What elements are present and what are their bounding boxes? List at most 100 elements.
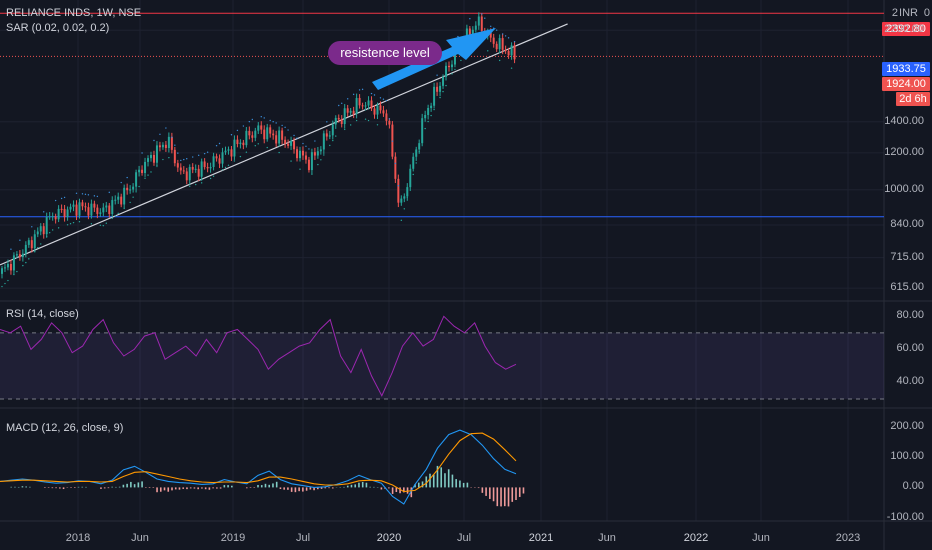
sar-dot [418, 150, 420, 153]
sar-dot [57, 227, 60, 229]
macd-hist-bar [287, 487, 289, 490]
macd-hist-bar [350, 484, 353, 488]
sar-dot [183, 158, 185, 161]
sar-dot [1, 285, 3, 288]
annotation-bubble[interactable]: resistence level [328, 41, 442, 65]
price-tick: 1200.00 [884, 145, 924, 158]
macd-hist-bar [466, 482, 469, 488]
sar-dot [293, 134, 295, 137]
sar-dot [144, 177, 146, 179]
candle-body [191, 167, 194, 170]
candle-body [343, 108, 346, 124]
candle-body [468, 28, 471, 36]
candle-body [48, 216, 51, 218]
macd-hist-bar [249, 487, 252, 488]
candle-body [132, 186, 135, 190]
candle-body [427, 107, 430, 115]
macd-lines [0, 429, 517, 505]
candle-body [239, 142, 242, 145]
macd-hist-bar [455, 479, 457, 488]
sar-dot [171, 136, 173, 138]
price-tick: 715.00 [890, 250, 924, 263]
sar-dot [305, 145, 307, 147]
candle-body [60, 208, 63, 210]
macd-hist-bar [444, 473, 446, 488]
sar-dot [60, 197, 63, 200]
price-tick: 615.00 [890, 281, 924, 294]
candle-body [90, 203, 93, 216]
candle-body [489, 32, 492, 38]
macd-hist-bar [290, 487, 293, 492]
candle-body [376, 105, 379, 115]
currency-label[interactable]: INR [899, 7, 918, 19]
sar-dots [1, 13, 516, 288]
sar-dot [344, 128, 346, 131]
candle-body [105, 205, 108, 208]
candle-body [370, 100, 373, 109]
sar-dot [397, 185, 400, 187]
candle-body [102, 207, 105, 213]
candle-body [445, 65, 448, 77]
sar-dot [430, 114, 432, 117]
sar-dot [156, 165, 158, 167]
grid [0, 0, 884, 521]
sar-dot [150, 171, 152, 173]
time-tick: Jun [752, 532, 770, 544]
sar-dot [501, 33, 504, 35]
candle-body [114, 199, 117, 201]
sar-dot [126, 176, 128, 179]
macd-hist-bar [343, 486, 345, 488]
sar-dot [206, 151, 209, 153]
candle-body [78, 202, 81, 216]
macd-hist-bar [227, 485, 229, 488]
sar-dot [239, 155, 242, 158]
symbol-legend[interactable]: RELIANCE INDS, 1W, NSE [6, 7, 142, 19]
sar-dot [81, 193, 84, 195]
candle-body [367, 100, 370, 106]
sar-dot [415, 162, 417, 164]
candle-body [415, 149, 418, 157]
macd-hist-bar [126, 483, 128, 488]
macd-hist-bar [518, 487, 521, 497]
candle-body [477, 16, 480, 26]
candle-body [287, 143, 290, 146]
candle-body [147, 158, 150, 162]
candle-body [209, 166, 212, 169]
price-tick: 1000.00 [884, 182, 924, 195]
rsi-band-fill [0, 332, 884, 400]
candle-body [278, 130, 281, 144]
macd-hist-bar [294, 487, 297, 493]
time-tick: 2019 [220, 532, 246, 544]
macd-hist-bar [361, 481, 364, 488]
sar-dot [382, 98, 385, 100]
scale-mode[interactable]: 2 [891, 7, 898, 19]
sar-dot [7, 279, 9, 282]
sar-dot [37, 246, 39, 249]
time-tick: Jun [131, 532, 149, 544]
macd-hist-bar [440, 467, 443, 488]
macd-hist-bar [406, 487, 409, 494]
rsi-legend[interactable]: RSI (14, close) [6, 308, 79, 320]
sar-dot [135, 191, 137, 193]
candle-body [135, 172, 138, 187]
sar-dot [406, 196, 408, 199]
candle-body [307, 159, 310, 171]
sar-dot [370, 92, 373, 95]
macd-hist-bar [174, 487, 177, 490]
candle-body [263, 129, 266, 140]
sar-dot [46, 235, 48, 238]
sar-dot [84, 193, 87, 196]
candle-body [322, 133, 325, 150]
sar-dot [421, 139, 423, 141]
price-tick: 1400.00 [884, 114, 924, 127]
sar-dot [260, 116, 262, 118]
horizontal-lines [0, 12, 884, 218]
sar-legend[interactable]: SAR (0.02, 0.02, 0.2) [6, 22, 110, 34]
candle-body [182, 170, 185, 172]
candle-body [316, 151, 319, 156]
macd-legend[interactable]: MACD (12, 26, close, 9) [6, 422, 124, 434]
candle-body [272, 133, 275, 136]
macd-hist-bar [459, 480, 461, 488]
macd-hist-bar [492, 487, 495, 502]
